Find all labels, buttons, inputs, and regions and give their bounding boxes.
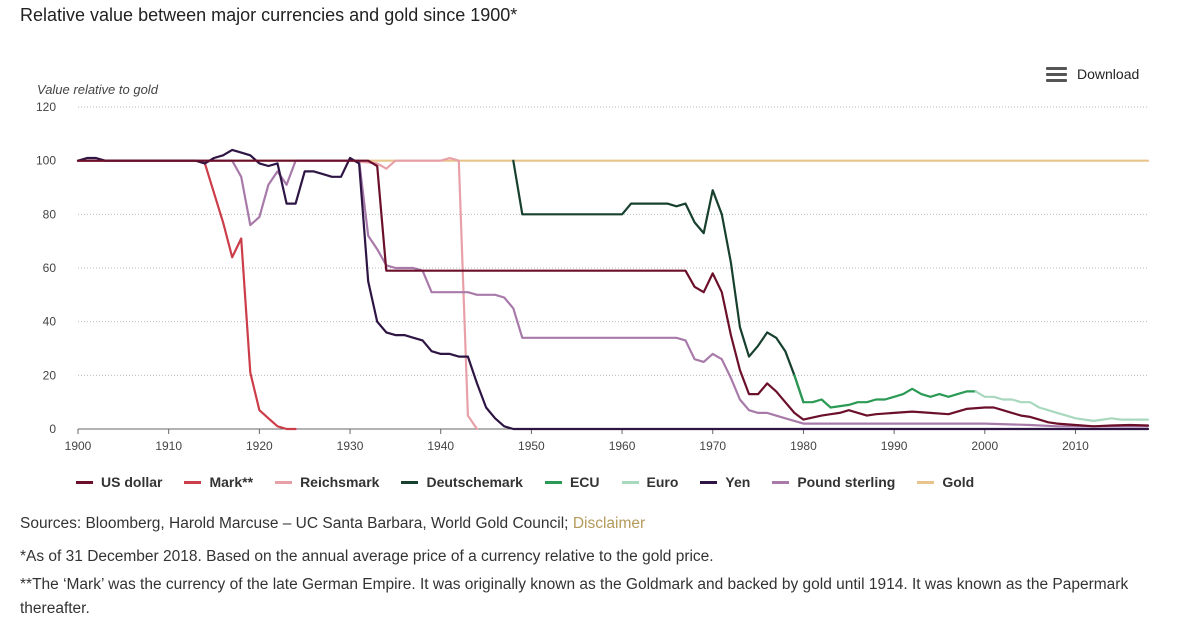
y-tick-80: 80 [43, 207, 57, 221]
x-tick-1950: 1950 [518, 439, 545, 453]
sources-line: Sources: Bloomberg, Harold Marcuse – UC … [20, 515, 645, 533]
legend-label-mark: Mark** [209, 474, 254, 490]
legend-label-pound-sterling: Pound sterling [797, 474, 896, 490]
legend-item-yen[interactable]: Yen [700, 474, 750, 490]
y-tick-60: 60 [43, 261, 57, 275]
x-tick-1930: 1930 [337, 439, 364, 453]
x-tick-2010: 2010 [1062, 439, 1089, 453]
x-tick-1940: 1940 [427, 439, 454, 453]
legend-item-reichsmark[interactable]: Reichsmark [275, 474, 379, 490]
y-axis-ticks: 0 20 40 60 80 100 120 [36, 100, 56, 436]
grid-lines [78, 106, 1148, 430]
y-axis-label: Value relative to gold [37, 82, 159, 97]
x-axis-ticks: 1900 1910 1920 1930 1940 1950 1960 1970 1980 1990… [65, 429, 1089, 453]
footnote-2: **The ‘Mark’ was the currency of the lat… [20, 576, 1129, 617]
chart-title: Relative value between major currencies … [20, 5, 518, 25]
y-tick-120: 120 [36, 100, 56, 114]
legend-label-us-dollar: US dollar [101, 474, 163, 490]
footnote-1: *As of 31 December 2018. Based on the an… [20, 548, 714, 565]
legend-swatch-pound-sterling [772, 480, 790, 484]
series-pound-sterling [76, 159, 1150, 428]
x-tick-1900: 1900 [65, 439, 92, 453]
legend-label-reichsmark: Reichsmark [300, 474, 380, 490]
legend-swatch-reichsmark [275, 480, 293, 484]
legend-label-yen: Yen [725, 474, 751, 490]
legend-label-ecu: ECU [569, 474, 600, 490]
series-yen [76, 148, 1150, 431]
sources-text: Sources: Bloomberg, Harold Marcuse – UC … [20, 515, 569, 532]
y-tick-40: 40 [43, 315, 57, 329]
menu-icon [1046, 66, 1067, 82]
x-tick-1990: 1990 [881, 439, 908, 453]
y-tick-0: 0 [49, 422, 56, 436]
disclaimer-link[interactable]: Disclaimer [572, 515, 646, 532]
legend-item-deutschemark[interactable]: Deutschemark [401, 474, 523, 490]
x-tick-1920: 1920 [246, 439, 273, 453]
x-tick-1980: 1980 [790, 439, 817, 453]
legend-item-euro[interactable]: Euro [621, 474, 679, 490]
x-tick-1970: 1970 [699, 439, 726, 453]
legend-swatch-euro [621, 480, 639, 484]
legend-swatch-us-dollar [76, 480, 93, 484]
legend-swatch-yen [700, 480, 718, 484]
download-button[interactable]: Download [1046, 66, 1139, 82]
x-tick-2000: 2000 [971, 439, 998, 453]
line-chart: Value relative to gold 0 20 40 60 80 100 120 1… [36, 82, 1150, 453]
legend-label-deutschemark: Deutschemark [426, 474, 523, 490]
legend-label-gold: Gold [942, 474, 975, 490]
x-tick-1960: 1960 [609, 439, 636, 453]
legend-swatch-deutschemark [401, 480, 419, 484]
legend-item-pound-sterling[interactable]: Pound sterling [772, 474, 895, 490]
legend-item-mark[interactable]: Mark** [184, 474, 253, 490]
download-label: Download [1077, 66, 1140, 82]
legend-swatch-mark [184, 480, 202, 484]
legend-swatch-gold [917, 480, 935, 484]
legend-item-ecu[interactable]: ECU [544, 474, 600, 490]
legend-swatch-ecu [544, 480, 562, 484]
legend: US dollar Mark** Reichsmark Deutschemark ECU… [76, 474, 996, 490]
legend-item-gold[interactable]: Gold [917, 474, 974, 490]
series-lines [76, 148, 1150, 431]
legend-label-euro: Euro [646, 474, 679, 490]
series-deutschemark [512, 159, 805, 404]
y-tick-100: 100 [36, 154, 56, 168]
y-tick-20: 20 [43, 368, 57, 382]
series-reichsmark [294, 156, 479, 431]
x-tick-1910: 1910 [155, 439, 182, 453]
series-euro [974, 390, 1150, 422]
legend-item-us-dollar[interactable]: US dollar [76, 474, 162, 490]
series-us-dollar [76, 159, 1150, 428]
series-ecu [793, 374, 977, 409]
